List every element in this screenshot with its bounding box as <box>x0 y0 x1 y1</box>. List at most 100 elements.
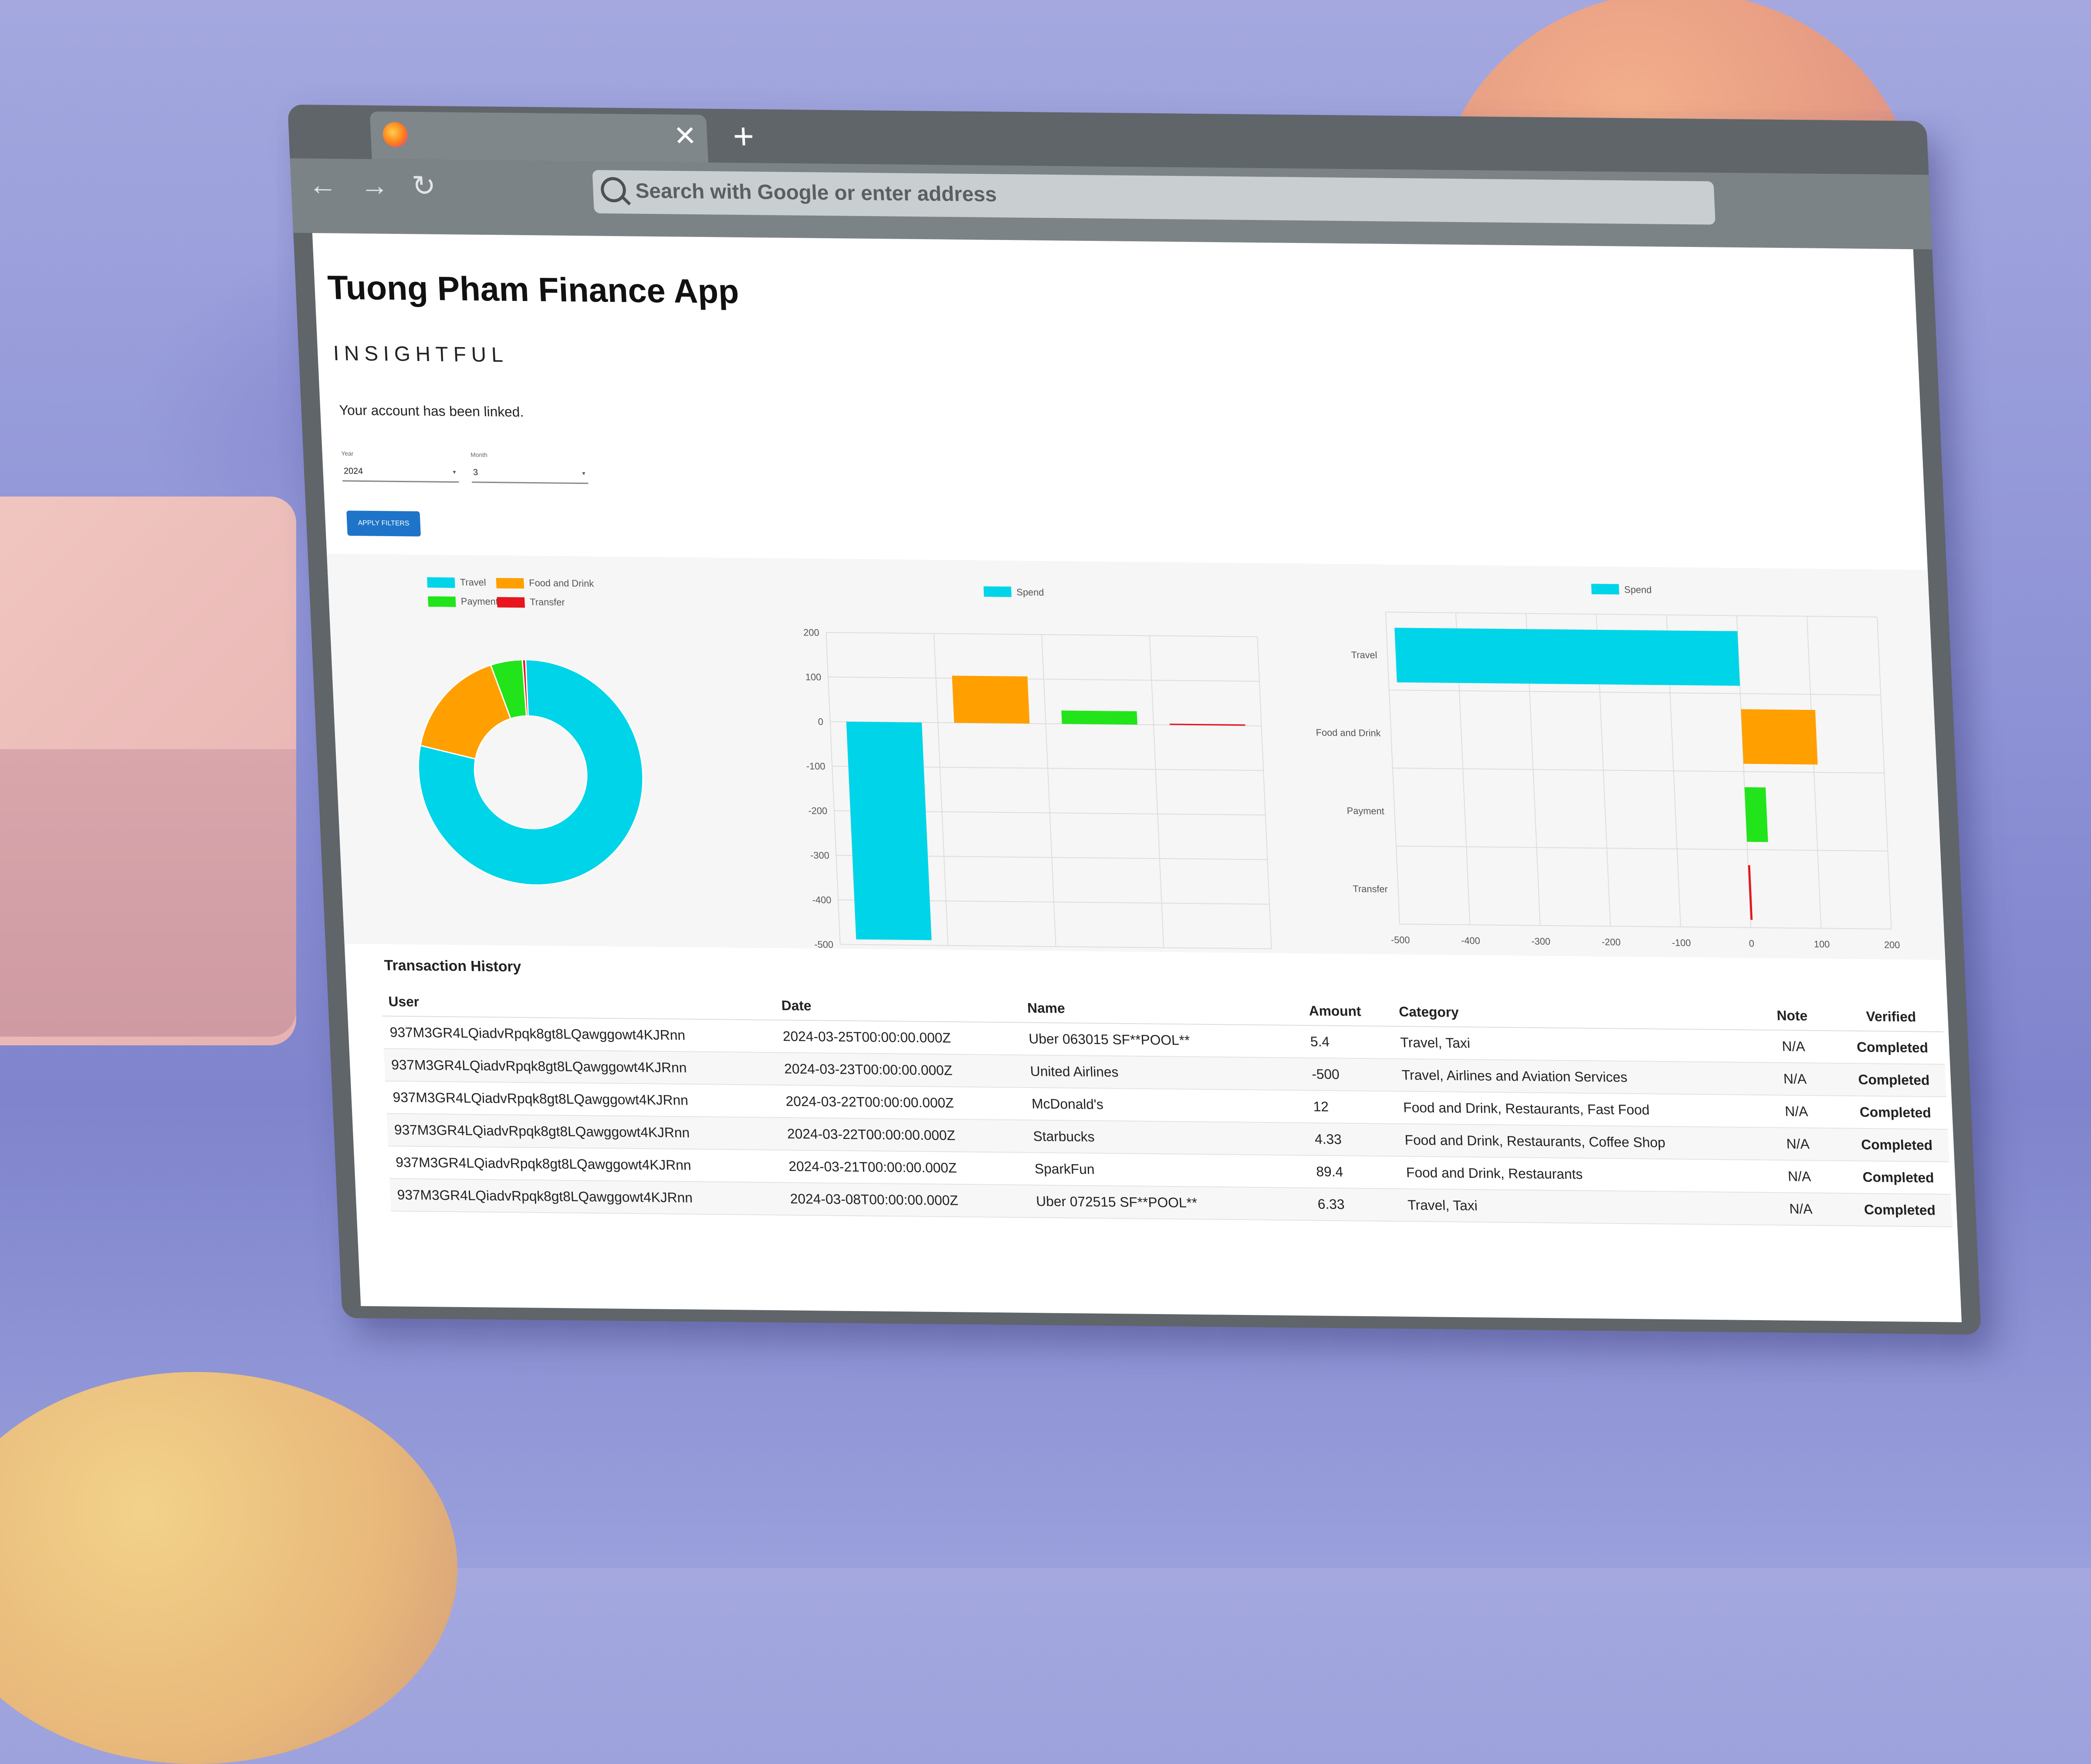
reload-button[interactable]: ↻ <box>411 169 436 202</box>
column-header-verified: Verified <box>1838 1002 1944 1032</box>
hbar-hgrid <box>1392 767 1885 774</box>
table-cell-date: 2024-03-08T00:00:00.000Z <box>782 1182 1030 1218</box>
vbar-y-tick-label: -500 <box>814 939 834 950</box>
month-select-label: Month <box>470 451 488 459</box>
chevron-down-icon: ▾ <box>582 470 585 477</box>
hbar-legend-label: Spend <box>1624 584 1652 595</box>
vbar-vgrid <box>826 632 841 945</box>
table-cell-note: N/A <box>1746 1030 1842 1064</box>
vbar-y-tick-label: -400 <box>812 894 832 905</box>
apply-filters-button[interactable]: APPLY FILTERS <box>346 510 421 537</box>
table-cell-name: United Airlines <box>1022 1055 1306 1091</box>
vbar-legend-swatch <box>983 586 1012 597</box>
firefox-icon <box>382 122 409 148</box>
vbar-y-tick-label: 200 <box>803 627 819 638</box>
month-select[interactable]: Month 3 ▾ <box>470 451 589 484</box>
table-cell-name: Uber 063015 SF**POOL** <box>1021 1022 1304 1058</box>
year-select-label: Year <box>341 449 354 457</box>
donut-legend-label: Transfer <box>530 596 565 608</box>
table-cell-amount: -500 <box>1304 1058 1396 1092</box>
browser-tab[interactable]: ✕ <box>369 111 708 163</box>
hbar-bar-transfer[interactable] <box>1748 865 1753 920</box>
table-cell-verified: Completed <box>1847 1193 1952 1227</box>
hbar-x-tick-label: -100 <box>1671 937 1691 948</box>
hbar-x-tick-label: 200 <box>1884 939 1900 950</box>
address-bar-placeholder: Search with Google or enter address <box>635 179 998 206</box>
hbar-bar-food-and-drink[interactable] <box>1741 709 1818 765</box>
vbar-bar-transfer[interactable] <box>1170 723 1245 726</box>
table-cell-user: 937M3GR4LQiadvRpqk8gt8LQawggowt4KJRnn <box>388 1146 783 1183</box>
table-cell-verified: Completed <box>1844 1128 1949 1162</box>
donut-legend-swatch <box>496 578 524 589</box>
table-cell-amount: 6.33 <box>1310 1188 1402 1221</box>
donut-legend-label: Food and Drink <box>529 578 594 589</box>
hbar-y-tick-label: Payment <box>1347 805 1384 817</box>
vbar-bar-payment[interactable] <box>1061 710 1137 725</box>
table-cell-category: Food and Drink, Restaurants, Coffee Shop <box>1397 1124 1752 1160</box>
table-cell-category: Travel, Airlines and Aviation Services <box>1394 1058 1749 1095</box>
column-header-user: User <box>381 987 775 1020</box>
table-cell-note: N/A <box>1748 1095 1844 1129</box>
donut-legend-swatch <box>428 596 456 607</box>
vbar-x-tick-label: Travel <box>882 953 908 960</box>
hbar-y-tick-label: Travel <box>1351 649 1377 661</box>
year-select-value: 2024 <box>343 466 363 476</box>
hbar-gridline <box>1877 617 1892 929</box>
table-cell-date: 2024-03-21T00:00:00.000Z <box>781 1150 1029 1185</box>
table-cell-note: N/A <box>1747 1062 1843 1096</box>
year-select[interactable]: Year 2024 ▾ <box>341 449 459 483</box>
hbar-bar-payment[interactable] <box>1744 787 1768 842</box>
hbar-x-tick-label: -400 <box>1461 935 1481 946</box>
close-tab-icon[interactable]: ✕ <box>673 120 697 152</box>
table-cell-verified: Completed <box>1841 1063 1946 1097</box>
table-cell-amount: 12 <box>1306 1090 1397 1124</box>
donut-legend-swatch <box>427 577 455 588</box>
vbar-vgrid <box>1041 634 1056 947</box>
back-button[interactable]: ← <box>308 168 338 201</box>
donut-slice-food-and-drink[interactable] <box>416 664 512 760</box>
page-content: Tuong Pham Finance App INSIGHTFUL Your a… <box>312 233 1962 1322</box>
table-cell-category: Food and Drink, Restaurants, Fast Food <box>1395 1091 1750 1128</box>
table-cell-category: Travel, Taxi <box>1400 1189 1755 1225</box>
address-bar[interactable]: Search with Google or enter address <box>592 170 1715 225</box>
vbar-vgrid <box>1257 636 1272 949</box>
donut-legend-swatch <box>497 597 525 608</box>
table-cell-verified: Completed <box>1846 1161 1951 1195</box>
table-cell-name: SparkFun <box>1027 1152 1310 1188</box>
background-pink-block-shade <box>0 749 296 1037</box>
hbar-x-tick-label: -500 <box>1391 934 1410 945</box>
hbar-bar-travel[interactable] <box>1394 628 1740 686</box>
hbar-hgrid <box>1396 845 1888 852</box>
table-cell-amount: 5.4 <box>1303 1025 1394 1059</box>
table-cell-user: 937M3GR4LQiadvRpqk8gt8LQawggowt4KJRnn <box>386 1113 781 1150</box>
vbar-y-tick-label: -300 <box>810 850 830 861</box>
hbar-hgrid <box>1399 923 1891 930</box>
table-cell-verified: Completed <box>1840 1031 1945 1064</box>
hbar-x-tick-label: -200 <box>1601 936 1621 947</box>
new-tab-button[interactable]: + <box>732 115 755 157</box>
vbar-y-tick-label: 100 <box>805 672 821 683</box>
stage: ✕ + ← → ↻ Search with Google or enter ad… <box>0 0 2091 1568</box>
forward-button[interactable]: → <box>359 169 389 202</box>
vbar-bar-travel[interactable] <box>846 721 932 940</box>
column-header-name: Name <box>1020 994 1303 1026</box>
donut-legend-label: Travel <box>460 577 486 588</box>
column-header-date: Date <box>774 991 1021 1023</box>
donut-slice-travel[interactable] <box>413 659 648 886</box>
table-cell-amount: 89.4 <box>1308 1155 1400 1189</box>
transaction-history-title: Transaction History <box>384 957 522 975</box>
page-title: Tuong Pham Finance App <box>327 268 740 311</box>
charts-svg: Travel Food and Drink Payment Transfer Spend… <box>413 577 1900 960</box>
table-cell-category: Travel, Taxi <box>1392 1026 1747 1062</box>
hbar-y-tick-label: Food and Drink <box>1316 727 1381 739</box>
table-cell-verified: Completed <box>1843 1095 1948 1129</box>
hbar-y-tick-label: Transfer <box>1353 883 1388 895</box>
vbar-bar-food-and-drink[interactable] <box>952 676 1030 724</box>
table-cell-date: 2024-03-22T00:00:00.000Z <box>778 1085 1026 1120</box>
column-header-note: Note <box>1744 1001 1840 1031</box>
account-status-text: Your account has been linked. <box>338 402 524 420</box>
vbar-legend-label: Spend <box>1016 587 1044 598</box>
donut-slice-transfer[interactable] <box>521 659 529 717</box>
hbar-hgrid <box>1389 689 1881 696</box>
column-header-amount: Amount <box>1301 997 1393 1027</box>
